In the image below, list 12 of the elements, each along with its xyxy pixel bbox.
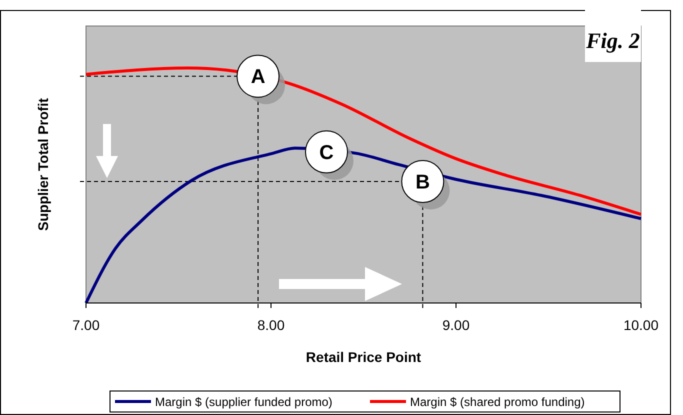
annotation: A xyxy=(250,66,266,88)
x-tick-label: 7.00 xyxy=(72,317,100,333)
legend-label: Margin $ (shared promo funding) xyxy=(410,395,585,409)
legend-label: Margin $ (supplier funded promo) xyxy=(155,395,332,409)
chart-title: Fig. 2 xyxy=(585,28,640,53)
x-tick-label: 8.00 xyxy=(257,317,285,333)
x-tick-label: 10.00 xyxy=(623,317,659,333)
x-tick-label: 9.00 xyxy=(442,317,470,333)
x-axis-title: Retail Price Point xyxy=(306,349,422,365)
annotation: B xyxy=(415,172,430,194)
annotation: C xyxy=(319,142,334,164)
y-axis-title: Supplier Total Profit xyxy=(35,98,51,231)
